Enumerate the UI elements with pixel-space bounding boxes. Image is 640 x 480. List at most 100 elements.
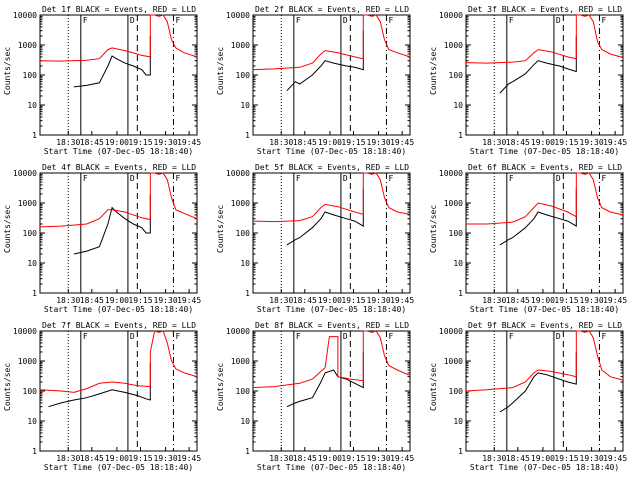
y-tick-label: 10000	[226, 169, 250, 178]
x-tick-label: 19:15	[554, 296, 578, 305]
x-axis-label: Start Time (07-Dec-05 18:18:40)	[257, 463, 406, 472]
marker-letter: F	[296, 332, 301, 341]
x-tick-label: 18:45	[80, 138, 104, 147]
x-tick-label: 19:15	[341, 296, 365, 305]
marker-letter: F	[601, 174, 606, 183]
x-tick-label: 18:30	[482, 296, 506, 305]
y-tick-label: 1000	[18, 357, 37, 366]
y-tick-label: 10	[240, 101, 250, 110]
x-tick-label: 19:30	[367, 138, 391, 147]
marker-letter: D	[343, 16, 348, 25]
marker-letter: D	[556, 16, 561, 25]
x-tick-label: 19:45	[177, 138, 201, 147]
y-tick-label: 1	[458, 289, 463, 298]
x-tick-label: 19:30	[367, 296, 391, 305]
y-tick-label: 100	[449, 229, 464, 238]
y-axis-label: Counts/sec	[429, 47, 438, 95]
y-tick-label: 1	[458, 447, 463, 456]
y-tick-label: 10000	[13, 327, 37, 336]
x-tick-label: 19:45	[603, 454, 627, 463]
series-line-events	[73, 36, 151, 88]
detector-panel: Det 2f BLACK = Events, RED = LLD Counts/s…	[216, 5, 414, 156]
x-tick-label: 19:45	[390, 454, 414, 463]
marker-letter: D	[130, 16, 135, 25]
y-tick-label: 100	[236, 229, 251, 238]
y-tick-label: 10000	[439, 11, 463, 20]
x-tick-label: 19:30	[154, 296, 178, 305]
y-tick-label: 1000	[231, 41, 250, 50]
marker-letter: F	[175, 332, 180, 341]
x-axis-label: Start Time (07-Dec-05 18:18:40)	[44, 305, 193, 314]
x-tick-label: 19:15	[554, 138, 578, 147]
y-tick-label: 10000	[13, 11, 37, 20]
y-tick-label: 1	[32, 289, 37, 298]
x-tick-label: 19:00	[318, 296, 342, 305]
y-tick-label: 10	[27, 259, 37, 268]
panel-title: Det 4f BLACK = Events, RED = LLD	[42, 163, 196, 172]
series-line-events	[48, 362, 151, 408]
x-tick-label: 18:30	[269, 296, 293, 305]
panel-title: Det 8f BLACK = Events, RED = LLD	[255, 321, 409, 330]
x-tick-label: 19:00	[105, 454, 129, 463]
y-tick-label: 10	[453, 417, 463, 426]
panel-title: Det 7f BLACK = Events, RED = LLD	[42, 321, 196, 330]
series-line-events	[499, 188, 577, 246]
y-tick-label: 10	[27, 101, 37, 110]
x-tick-label: 18:45	[506, 454, 530, 463]
x-tick-label: 18:45	[80, 454, 104, 463]
y-tick-label: 1000	[18, 41, 37, 50]
marker-letter: F	[296, 174, 301, 183]
y-tick-label: 10	[453, 101, 463, 110]
y-tick-label: 10	[453, 259, 463, 268]
panel-title: Det 1f BLACK = Events, RED = LLD	[42, 5, 196, 14]
x-tick-label: 18:30	[482, 454, 506, 463]
y-tick-label: 10000	[226, 327, 250, 336]
y-axis-label: Counts/sec	[429, 205, 438, 253]
detector-panel: Det 1f BLACK = Events, RED = LLD Counts/s…	[3, 5, 201, 156]
marker-letter: D	[343, 174, 348, 183]
x-tick-label: 19:45	[177, 454, 201, 463]
x-tick-label: 19:30	[580, 454, 604, 463]
y-tick-label: 10	[240, 259, 250, 268]
series-line-events	[286, 352, 364, 408]
x-tick-label: 19:30	[367, 454, 391, 463]
y-axis-label: Counts/sec	[216, 363, 225, 411]
marker-letter: F	[509, 174, 514, 183]
x-axis-label: Start Time (07-Dec-05 18:18:40)	[257, 305, 406, 314]
series-line-lld	[252, 172, 411, 223]
x-tick-label: 18:45	[506, 296, 530, 305]
x-tick-label: 18:30	[56, 454, 80, 463]
y-tick-label: 100	[23, 387, 38, 396]
series-line-lld	[465, 14, 624, 64]
panel-title: Det 3f BLACK = Events, RED = LLD	[468, 5, 622, 14]
detector-panel: Det 6f BLACK = Events, RED = LLD Counts/s…	[429, 163, 627, 314]
x-tick-label: 18:30	[269, 138, 293, 147]
marker-letter: F	[83, 332, 88, 341]
x-tick-label: 19:30	[154, 138, 178, 147]
x-tick-label: 18:30	[269, 454, 293, 463]
x-tick-label: 19:45	[603, 138, 627, 147]
y-tick-label: 100	[23, 71, 38, 80]
x-tick-label: 18:45	[293, 296, 317, 305]
x-tick-label: 19:15	[128, 454, 152, 463]
detector-panel: Det 8f BLACK = Events, RED = LLD Counts/s…	[216, 321, 414, 472]
y-axis-label: Counts/sec	[3, 47, 12, 95]
x-axis-label: Start Time (07-Dec-05 18:18:40)	[44, 147, 193, 156]
x-tick-label: 18:30	[56, 296, 80, 305]
x-tick-label: 19:30	[154, 454, 178, 463]
series-line-lld	[466, 172, 624, 225]
y-tick-label: 1	[245, 289, 250, 298]
y-tick-label: 1	[32, 447, 37, 456]
y-tick-label: 1000	[231, 199, 250, 208]
x-tick-label: 19:00	[531, 454, 555, 463]
x-tick-label: 19:15	[554, 454, 578, 463]
series-line-lld	[39, 330, 198, 393]
y-tick-label: 100	[449, 387, 464, 396]
x-axis-label: Start Time (07-Dec-05 18:18:40)	[257, 147, 406, 156]
x-axis-label: Start Time (07-Dec-05 18:18:40)	[470, 463, 619, 472]
x-tick-label: 19:00	[318, 138, 342, 147]
detector-panel: Det 3f BLACK = Events, RED = LLD Counts/s…	[429, 5, 627, 156]
series-line-lld	[252, 330, 411, 389]
panel-title: Det 6f BLACK = Events, RED = LLD	[468, 163, 622, 172]
